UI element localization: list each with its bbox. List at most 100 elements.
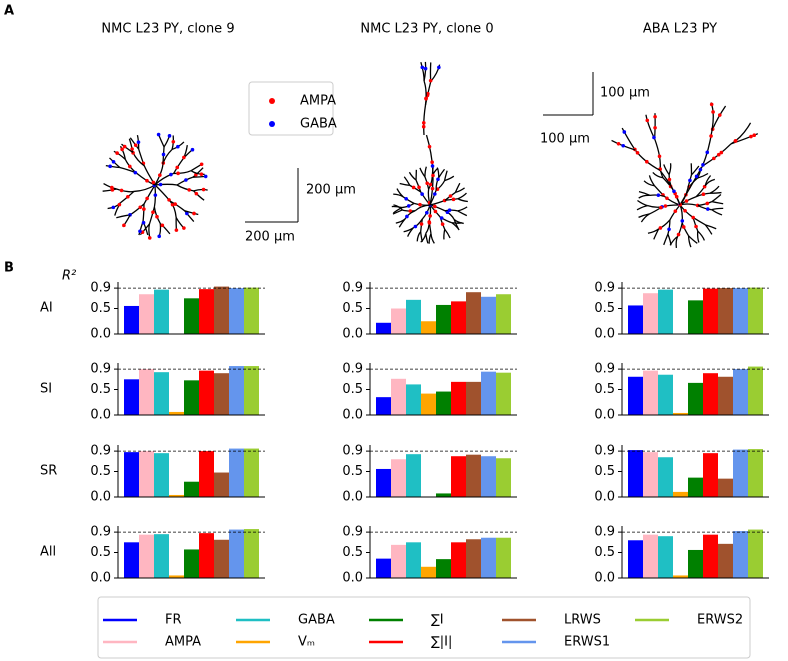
bar [139, 294, 154, 334]
synapse [432, 204, 437, 209]
synapse [635, 151, 640, 155]
bar [169, 411, 184, 415]
bar [406, 384, 421, 415]
synapse [705, 201, 710, 206]
bar [688, 477, 703, 497]
synapse [122, 144, 127, 149]
dendrite [391, 205, 403, 209]
synapse [673, 209, 678, 213]
dendrite [636, 204, 648, 211]
bar [244, 366, 259, 415]
y-tick-label: 0.9 [594, 444, 615, 459]
synapse [173, 202, 177, 206]
dendrite [730, 122, 752, 145]
dendrite [457, 206, 468, 212]
dendrite [457, 198, 468, 203]
bar [481, 456, 496, 497]
synapse [169, 172, 173, 177]
dendrite [430, 233, 435, 244]
synapse [424, 96, 428, 101]
synapse [705, 207, 710, 211]
synapse [430, 160, 434, 164]
synapse [138, 205, 143, 210]
legend-label: ERWS1 [564, 635, 610, 650]
dendrite [103, 182, 117, 190]
dendrite [457, 210, 468, 217]
synapse [665, 196, 669, 201]
dendrite [667, 219, 671, 235]
synapse [187, 188, 191, 192]
synapse [657, 154, 662, 159]
bar [658, 374, 673, 415]
legend-dot [269, 121, 275, 127]
dendrite [457, 192, 467, 200]
bar [214, 539, 229, 578]
bar [184, 549, 199, 578]
synapse [199, 162, 204, 167]
synapse [425, 210, 429, 215]
bar [466, 539, 481, 578]
bar [169, 494, 184, 497]
scale-label: 100 μm [540, 132, 590, 147]
synapse [712, 156, 716, 161]
synapse [431, 173, 435, 178]
synapse [119, 188, 124, 193]
dendrite [153, 184, 157, 208]
dendrite [704, 175, 712, 186]
synapse [174, 228, 179, 232]
synapse [167, 198, 171, 202]
dendrite [148, 223, 151, 239]
synapse [433, 192, 437, 196]
row-label: AI [40, 301, 53, 316]
synapse [167, 134, 172, 138]
synapse [709, 102, 714, 107]
bar [406, 454, 421, 497]
dendrite [169, 200, 186, 212]
bar [688, 300, 703, 334]
dendrite [403, 176, 411, 186]
dendrite [454, 182, 461, 193]
y-tick-label: 0.5 [342, 382, 363, 397]
dendrite [696, 230, 700, 243]
y-tick-label: 0.9 [594, 281, 615, 296]
synapse [120, 147, 124, 152]
bar [748, 529, 763, 578]
bar [451, 456, 466, 497]
bar [733, 369, 748, 415]
bar [169, 575, 184, 578]
dendrite [436, 167, 440, 178]
dendrite [105, 165, 120, 169]
dendrite [423, 104, 427, 136]
panel-label: B [4, 261, 14, 276]
morphology-title: NMC L23 PY, clone 9 [101, 22, 234, 37]
y-tick-label: 0.5 [342, 464, 363, 479]
dendrite [425, 134, 434, 206]
synapse [128, 164, 132, 169]
y-tick-label: 0.9 [594, 525, 615, 540]
dendrite [640, 213, 650, 223]
legend-label: GABA [298, 613, 335, 628]
synapse [171, 139, 176, 144]
scale-label: 100 μm [600, 86, 650, 101]
synapse [108, 164, 112, 169]
synapse [176, 144, 180, 149]
bar [139, 534, 154, 578]
bar [124, 305, 139, 334]
dendrite [184, 210, 199, 216]
synapse [420, 65, 425, 70]
dendrite [710, 102, 714, 132]
synapse [430, 164, 435, 168]
bar [154, 289, 169, 334]
synapse [130, 147, 134, 151]
y-tick-label: 0.0 [90, 490, 111, 505]
dendrite [444, 209, 458, 212]
dendrite [392, 206, 403, 214]
bar [436, 391, 451, 415]
synapse [698, 167, 703, 172]
bar [229, 288, 244, 334]
y-tick-label: 0.9 [342, 525, 363, 540]
synapse [408, 209, 413, 213]
dendrite [648, 175, 655, 187]
dendrite [711, 201, 724, 205]
dendrite [455, 187, 465, 194]
